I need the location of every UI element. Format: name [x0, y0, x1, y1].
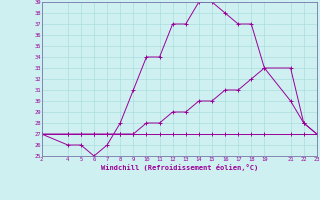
X-axis label: Windchill (Refroidissement éolien,°C): Windchill (Refroidissement éolien,°C): [100, 164, 258, 171]
